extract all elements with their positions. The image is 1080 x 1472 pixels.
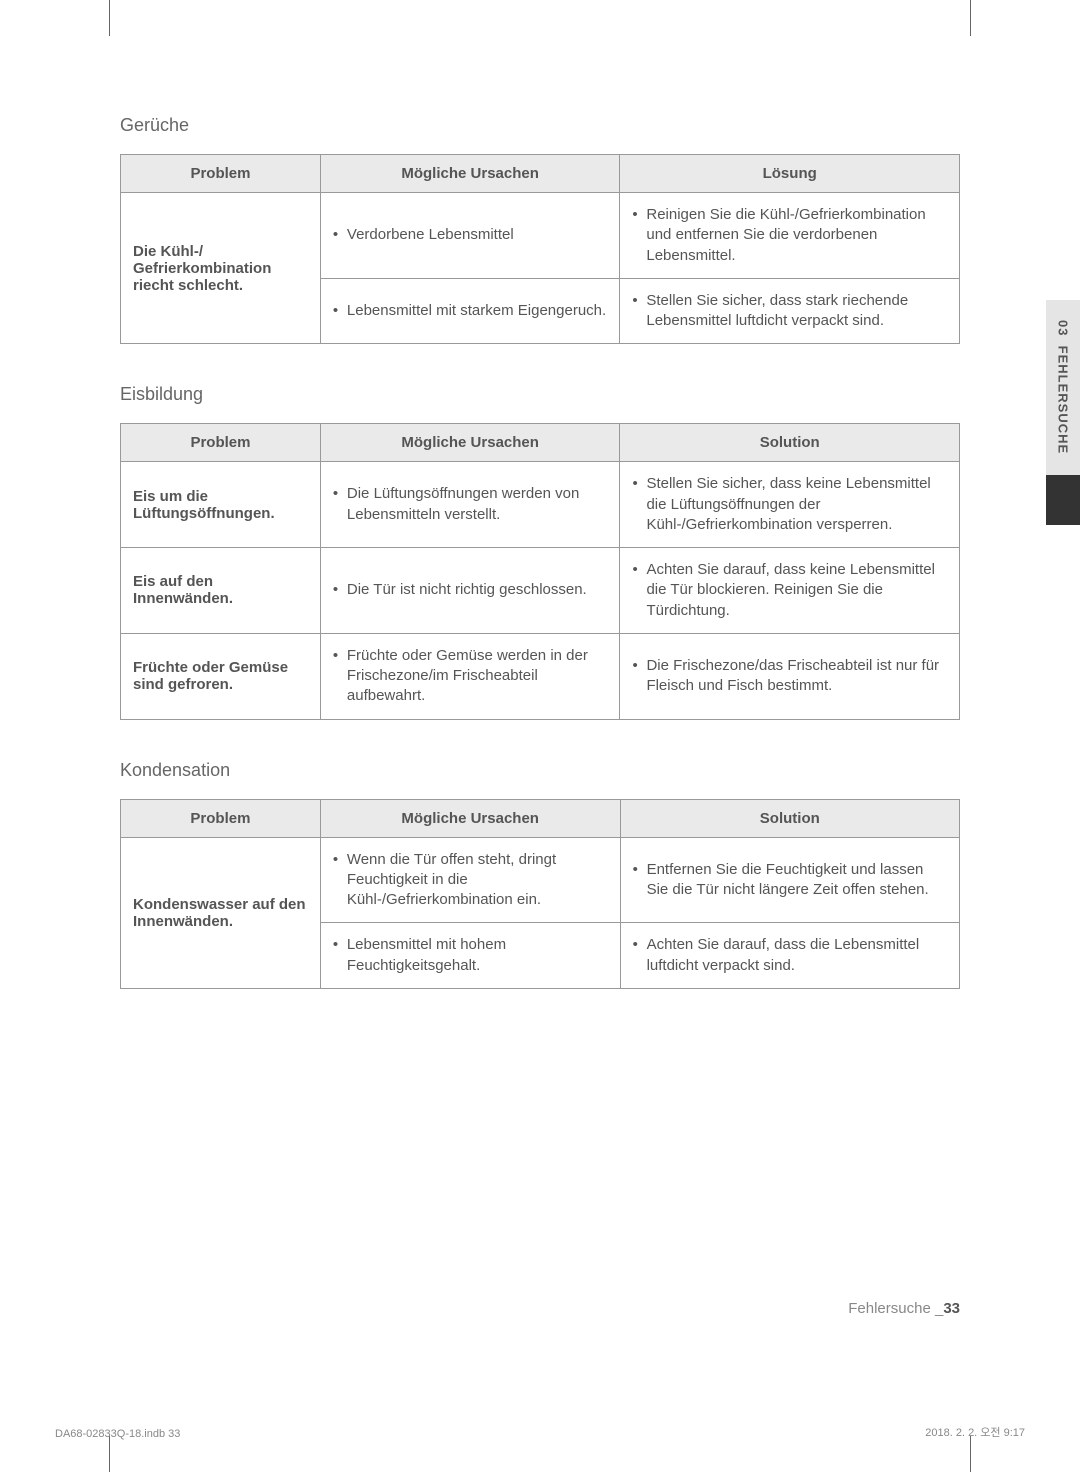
table-header-row: Problem Mögliche Ursachen Solution [121,799,960,837]
table-row: Kondenswasser auf den Innenwänden. Wenn … [121,837,960,923]
chapter-tab-label-region: 03 FEHLERSUCHE [1046,300,1080,475]
problem-cell: Eis auf den Innenwänden. [121,548,321,634]
col-solution: Solution [620,799,959,837]
table-row: Früchte oder Gemüse sind gefroren. Früch… [121,633,960,719]
solution-cell: Achten Sie darauf, dass die Lebensmittel… [620,923,959,989]
col-cause: Mögliche Ursachen [320,155,619,193]
solution-cell: Entfernen Sie die Feuchtigkeit und lasse… [620,837,959,923]
page-number: 33 [943,1300,960,1317]
table-header-row: Problem Mögliche Ursachen Solution [121,424,960,462]
chapter-tab-marker [1046,475,1080,525]
solution-cell: Reinigen Sie die Kühl-/Gefrierkombinatio… [620,193,960,279]
problem-cell: Die Kühl-/Gefrierkombination riecht schl… [121,193,321,344]
solution-cell: Stellen Sie sicher, dass keine Lebensmit… [620,462,960,548]
crop-mark [970,0,971,36]
chapter-tab: 03 FEHLERSUCHE [1046,300,1080,525]
col-problem: Problem [121,424,321,462]
footer-pagination: Fehlersuche _33 [848,1300,960,1317]
section-gerueche: Gerüche Problem Mögliche Ursachen Lösung… [120,115,960,344]
troubleshooting-table: Problem Mögliche Ursachen Lösung Die Küh… [120,154,960,344]
chapter-tab-label: 03 FEHLERSUCHE [1056,320,1071,454]
cause-cell: Lebensmittel mit hohem Feuchtigkeitsgeha… [320,923,620,989]
col-problem: Problem [121,799,321,837]
section-eisbildung: Eisbildung Problem Mögliche Ursachen Sol… [120,384,960,719]
table-header-row: Problem Mögliche Ursachen Lösung [121,155,960,193]
cause-cell: Früchte oder Gemüse werden in der Frisch… [320,633,620,719]
footer-doc-ref: DA68-02833Q-18.indb 33 [55,1428,180,1440]
table-row: Die Kühl-/Gefrierkombination riecht schl… [121,193,960,279]
page-content: Gerüche Problem Mögliche Ursachen Lösung… [120,115,960,989]
crop-mark [109,0,110,36]
solution-cell: Die Frischezone/das Frischeabteil ist nu… [620,633,960,719]
table-row: Eis um die Lüftungsöffnungen. Die Lüftun… [121,462,960,548]
cause-cell: Die Lüftungsöffnungen werden von Lebensm… [320,462,620,548]
crop-mark [970,1436,971,1472]
cause-cell: Lebensmittel mit starkem Eigengeruch. [320,278,619,344]
col-cause: Mögliche Ursachen [320,424,620,462]
table-row: Eis auf den Innenwänden. Die Tür ist nic… [121,548,960,634]
problem-cell: Früchte oder Gemüse sind gefroren. [121,633,321,719]
troubleshooting-table: Problem Mögliche Ursachen Solution Konde… [120,799,960,989]
col-cause: Mögliche Ursachen [320,799,620,837]
crop-mark [109,1436,110,1472]
section-title: Eisbildung [120,384,960,405]
footer-section-name: Fehlersuche [848,1300,931,1317]
solution-cell: Stellen Sie sicher, dass stark riechende… [620,278,960,344]
section-title: Kondensation [120,760,960,781]
section-kondensation: Kondensation Problem Mögliche Ursachen S… [120,760,960,989]
footer-timestamp: 2018. 2. 2. 오전 9:17 [925,1424,1025,1440]
cause-cell: Verdorbene Lebensmittel [320,193,619,279]
col-problem: Problem [121,155,321,193]
solution-cell: Achten Sie darauf, dass keine Lebensmitt… [620,548,960,634]
section-title: Gerüche [120,115,960,136]
cause-cell: Wenn die Tür offen steht, dringt Feuchti… [320,837,620,923]
col-solution: Solution [620,424,960,462]
troubleshooting-table: Problem Mögliche Ursachen Solution Eis u… [120,423,960,719]
problem-cell: Eis um die Lüftungsöffnungen. [121,462,321,548]
problem-cell: Kondenswasser auf den Innenwänden. [121,837,321,988]
col-solution: Lösung [620,155,960,193]
cause-cell: Die Tür ist nicht richtig geschlossen. [320,548,620,634]
